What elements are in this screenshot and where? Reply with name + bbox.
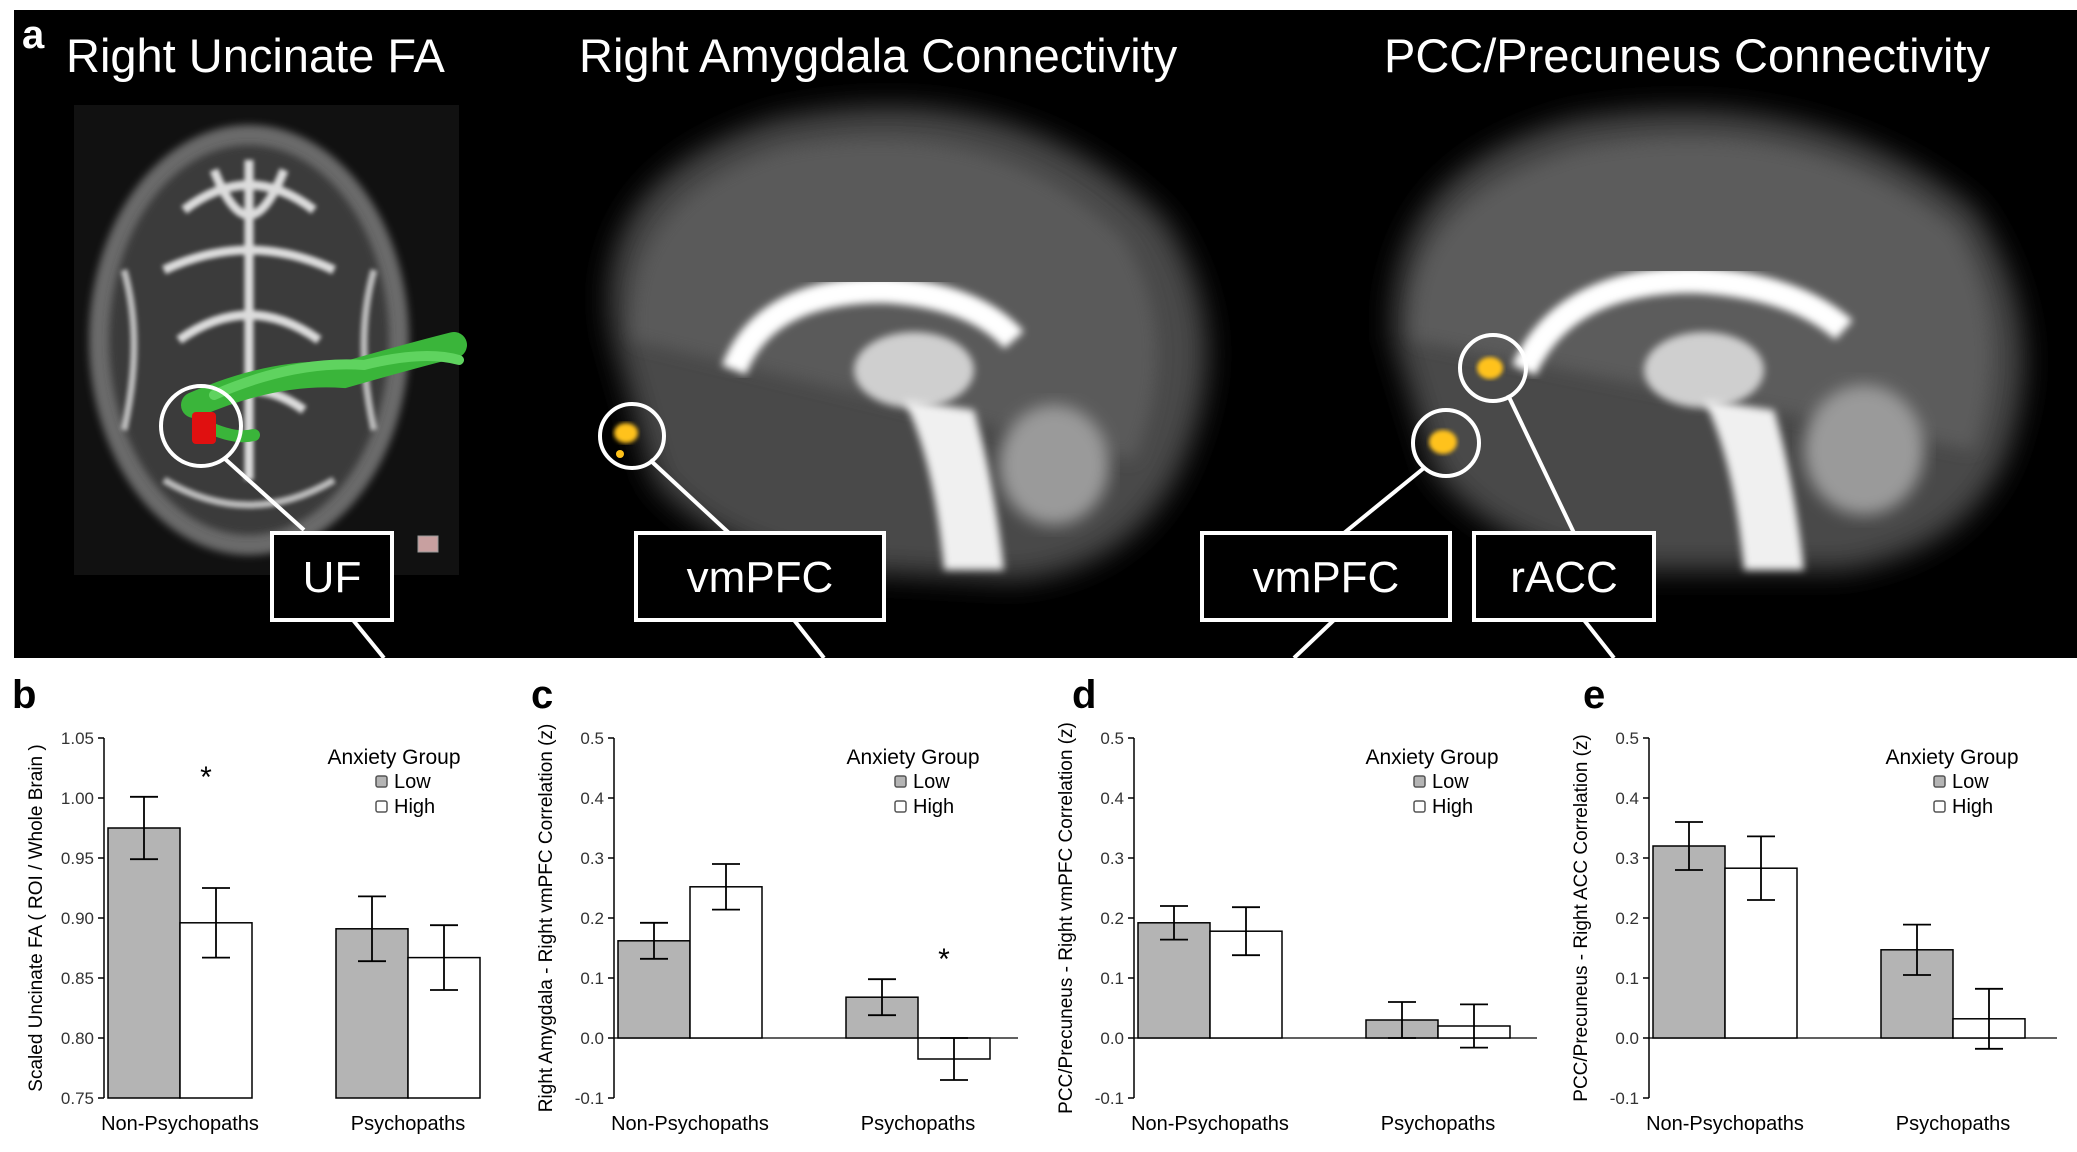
vmpfc-roi-circle-2 <box>1411 408 1481 478</box>
legend-label-low: Low <box>1952 771 1989 793</box>
legend-label-high: High <box>1432 796 1473 818</box>
panel-letter-b: b <box>12 673 36 717</box>
y-tick-label: 0.80 <box>61 1029 94 1048</box>
legend-title: Anxiety Group <box>1365 746 1498 769</box>
y-tick-label: 0.1 <box>1100 969 1124 988</box>
panel-a-svg: UF vmPFC vmPFC rACC a Right Uncinate FA … <box>22 13 2024 658</box>
x-category-label: Psychopaths <box>1381 1113 1496 1135</box>
legend-label-low: Low <box>1432 771 1469 793</box>
legend-swatch-low <box>894 775 907 788</box>
chart-svg-b: b Scaled Uncinate FA ( ROI / Whole Brain … <box>12 673 481 1135</box>
legend-title: Anxiety Group <box>327 746 460 769</box>
panel-letter-a: a <box>22 13 45 57</box>
y-tick-label: 0.85 <box>61 969 94 988</box>
y-tick-label: 0.0 <box>1100 1029 1124 1048</box>
brain-sagittal-amygdala-image <box>598 107 1207 580</box>
panel-letter-e: e <box>1583 673 1605 717</box>
label-vmpfc-2: vmPFC <box>1253 553 1400 602</box>
legend-title: Anxiety Group <box>1885 746 2018 769</box>
title-right-amygdala-connectivity: Right Amygdala Connectivity <box>579 29 1178 82</box>
y-tick-label: 1.00 <box>61 789 94 808</box>
label-vmpfc-1: vmPFC <box>687 553 834 602</box>
label-uf: UF <box>303 553 362 602</box>
chart-panel-d: d PCC/Precuneus - Right vmPFC Correlation… <box>1038 660 1557 1152</box>
panel-letter-d: d <box>1072 673 1096 717</box>
y-tick-label: 0.75 <box>61 1089 94 1108</box>
significance-star: * <box>200 761 212 794</box>
x-category-label: Psychopaths <box>351 1113 466 1135</box>
y-tick-label: 0.90 <box>61 909 94 928</box>
bar-low-non-psychopaths <box>1652 845 1726 1039</box>
brain-axial-fa-image <box>74 105 467 575</box>
legend-label-high: High <box>1952 796 1993 818</box>
y-tick-label: 0.1 <box>580 969 604 988</box>
label-box-vmpfc-1: vmPFC <box>634 531 886 622</box>
y-tick-label: 0.95 <box>61 849 94 868</box>
uf-roi-circle <box>159 384 243 468</box>
legend-swatch-low <box>1933 775 1946 788</box>
y-tick-label: 0.3 <box>1615 849 1639 868</box>
y-tick-label: 0.3 <box>580 849 604 868</box>
legend-label-high: High <box>394 796 435 818</box>
y-tick-label: 0.5 <box>580 729 604 748</box>
legend-label-low: Low <box>394 771 431 793</box>
bar-high-non-psychopaths <box>689 886 763 1039</box>
x-category-label: Non-Psychopaths <box>1131 1113 1289 1135</box>
chart-panel-c: c Right Amygdala - Right vmPFC Correlatio… <box>519 660 1038 1152</box>
significance-star: * <box>938 943 950 976</box>
y-tick-label: 0.5 <box>1100 729 1124 748</box>
label-box-uf: UF <box>270 531 394 622</box>
y-tick-label: 0.4 <box>1100 789 1124 808</box>
y-axis-label: PCC/Precuneus - Right vmPFC Correlation … <box>1056 722 1077 1114</box>
chart-svg-d: d PCC/Precuneus - Right vmPFC Correlation… <box>1056 673 1537 1135</box>
chart-svg-c: c Right Amygdala - Right vmPFC Correlatio… <box>531 673 1018 1135</box>
legend-swatch-high <box>1413 800 1426 813</box>
y-tick-label: 0.3 <box>1100 849 1124 868</box>
x-category-label: Psychopaths <box>1896 1113 2011 1135</box>
legend-title: Anxiety Group <box>846 746 979 769</box>
y-axis-label: Right Amygdala - Right vmPFC Correlation… <box>536 724 557 1113</box>
vmpfc-roi-circle-1 <box>598 402 666 470</box>
label-connector-lines <box>222 394 1616 658</box>
chart-svg-e: e PCC/Precuneus - Right ACC Correlation (… <box>1571 673 2057 1135</box>
x-category-label: Non-Psychopaths <box>1646 1113 1804 1135</box>
y-tick-label: 0.4 <box>1615 789 1639 808</box>
chart-panel-e: e PCC/Precuneus - Right ACC Correlation (… <box>1557 660 2077 1152</box>
label-box-vmpfc-2: vmPFC <box>1200 531 1452 622</box>
x-category-label: Non-Psychopaths <box>101 1113 259 1135</box>
y-tick-label: -0.1 <box>1610 1089 1639 1108</box>
brain-sagittal-pcc-image <box>1393 110 2024 571</box>
y-tick-label: 0.1 <box>1615 969 1639 988</box>
y-tick-label: 1.05 <box>61 729 94 748</box>
y-tick-label: 0.5 <box>1615 729 1639 748</box>
legend-swatch-low <box>375 775 388 788</box>
y-tick-label: -0.1 <box>575 1089 604 1108</box>
title-pcc-precuneus-connectivity: PCC/Precuneus Connectivity <box>1384 29 1991 82</box>
y-tick-label: -0.1 <box>1095 1089 1124 1108</box>
y-tick-label: 0.2 <box>580 909 604 928</box>
x-category-label: Non-Psychopaths <box>611 1113 769 1135</box>
legend-swatch-high <box>1933 800 1946 813</box>
y-axis-label: PCC/Precuneus - Right ACC Correlation (z… <box>1571 734 1592 1101</box>
legend-label-low: Low <box>913 771 950 793</box>
y-tick-label: 0.2 <box>1615 909 1639 928</box>
panel-letter-c: c <box>531 673 553 717</box>
legend-label-high: High <box>913 796 954 818</box>
y-tick-label: 0.2 <box>1100 909 1124 928</box>
y-tick-label: 0.0 <box>1615 1029 1639 1048</box>
legend-swatch-high <box>375 800 388 813</box>
racc-roi-circle <box>1458 333 1528 403</box>
y-tick-label: 0.0 <box>580 1029 604 1048</box>
y-tick-label: 0.4 <box>580 789 604 808</box>
chart-panel-b: b Scaled Uncinate FA ( ROI / Whole Brain … <box>0 660 519 1152</box>
y-axis-label: Scaled Uncinate FA ( ROI / Whole Brain ) <box>26 744 47 1091</box>
bar-low-non-psychopaths <box>107 827 181 1099</box>
label-racc: rACC <box>1510 553 1618 602</box>
label-box-racc: rACC <box>1472 531 1656 622</box>
title-right-uncinate-fa: Right Uncinate FA <box>66 29 445 82</box>
legend-swatch-high <box>894 800 907 813</box>
legend-swatch-low <box>1413 775 1426 788</box>
panel-a-imaging: UF vmPFC vmPFC rACC a Right Uncinate FA … <box>14 10 2077 658</box>
x-category-label: Psychopaths <box>861 1113 976 1135</box>
